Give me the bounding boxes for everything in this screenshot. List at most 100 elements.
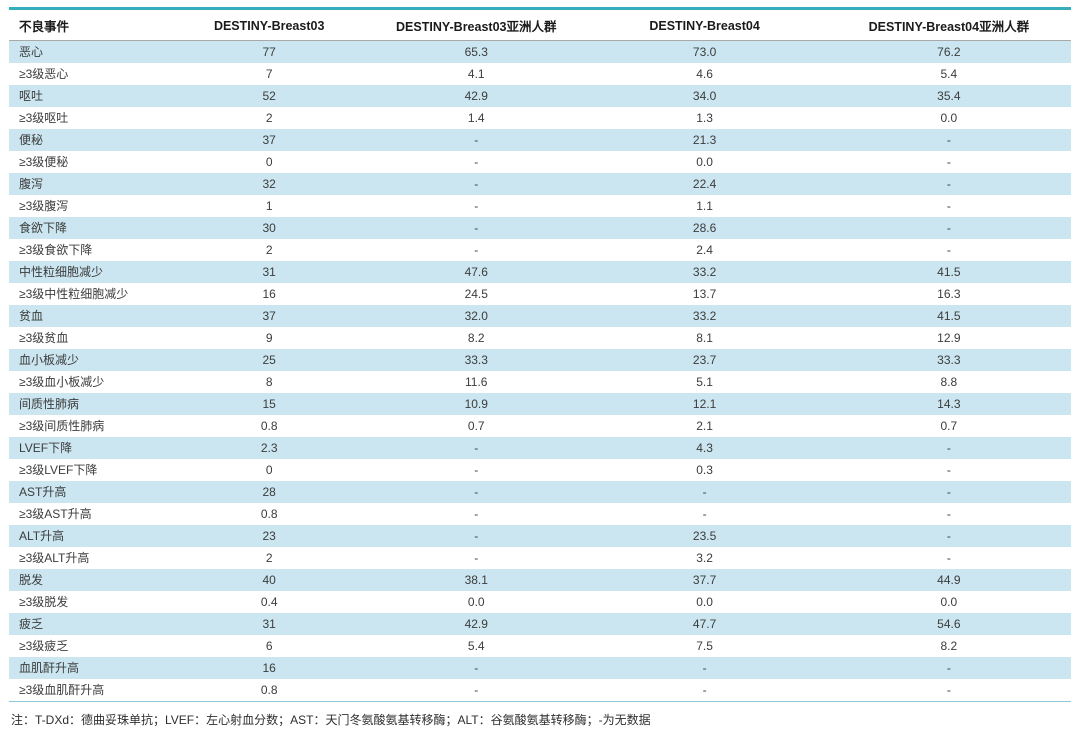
adverse-event-cell: 间质性肺病 xyxy=(9,393,169,415)
value-cell: 1.3 xyxy=(696,111,713,125)
value-cell: 25 xyxy=(168,349,371,371)
value-cell: - xyxy=(474,507,479,521)
adverse-event-cell: ≥3级呕吐 xyxy=(19,111,69,125)
value-cell: 0.8 xyxy=(260,507,278,521)
value-cell: 16.3 xyxy=(937,287,961,301)
value-cell: - xyxy=(826,173,1071,195)
value-cell: 9 xyxy=(265,331,273,345)
table-row: ≥3级血小板减少 8 11.6 5.1 8.8 xyxy=(9,371,1071,393)
value-cell: 2.4 xyxy=(696,243,713,257)
adverse-event-cell: 便秘 xyxy=(9,129,169,151)
value-cell: 10.9 xyxy=(370,393,583,415)
value-cell: - xyxy=(946,199,951,213)
value-cell: 8.8 xyxy=(940,375,958,389)
value-cell: - xyxy=(582,481,827,503)
adverse-event-cell: LVEF下降 xyxy=(9,437,169,459)
value-cell: 52 xyxy=(168,85,371,107)
value-cell: 33.3 xyxy=(826,349,1071,371)
value-cell: 0.0 xyxy=(940,111,958,125)
table-row: ≥3级AST升高 0.8 - - - xyxy=(9,503,1071,525)
adverse-event-cell: ALT升高 xyxy=(9,525,169,547)
value-cell: 7 xyxy=(265,67,273,81)
value-cell: 0.7 xyxy=(940,419,958,433)
value-cell: 0.7 xyxy=(467,419,485,433)
table-row: ≥3级疲乏 6 5.4 7.5 8.2 xyxy=(9,635,1071,657)
table-row: LVEF下降 2.3-4.3- xyxy=(9,437,1071,459)
value-cell: 1.4 xyxy=(467,111,485,125)
value-cell: 8.2 xyxy=(467,331,485,345)
adverse-event-cell: ≥3级中性粒细胞减少 xyxy=(19,287,129,301)
value-cell: - xyxy=(702,507,707,521)
value-cell: 77 xyxy=(168,40,371,63)
value-cell: - xyxy=(582,657,827,679)
table-row: ≥3级间质性肺病 0.8 0.7 2.1 0.7 xyxy=(9,415,1071,437)
column-header: DESTINY-Breast04亚洲人群 xyxy=(826,8,1071,41)
value-cell: - xyxy=(826,437,1071,459)
column-header-adverse-event: 不良事件 xyxy=(9,8,169,41)
table-row: 恶心 77 65.3 73.0 76.2 xyxy=(9,40,1071,63)
value-cell: 2 xyxy=(265,551,273,565)
value-cell: 5.4 xyxy=(940,67,958,81)
value-cell: 65.3 xyxy=(370,40,583,63)
value-cell: 22.4 xyxy=(582,173,827,195)
table-row: ≥3级LVEF下降 0 - 0.3 - xyxy=(9,459,1071,481)
adverse-event-cell: 贫血 xyxy=(9,305,169,327)
value-cell: - xyxy=(370,217,583,239)
adverse-event-cell: ≥3级贫血 xyxy=(19,331,69,345)
value-cell: - xyxy=(702,683,707,697)
value-cell: 23 xyxy=(168,525,371,547)
value-cell: 41.5 xyxy=(826,261,1071,283)
adverse-event-cell: 食欲下降 xyxy=(9,217,169,239)
value-cell: - xyxy=(946,463,951,477)
value-cell: - xyxy=(370,173,583,195)
adverse-event-cell: ≥3级AST升高 xyxy=(19,507,92,521)
value-cell: 12.1 xyxy=(582,393,827,415)
footnote: 注：T-DXd：德曲妥珠单抗；LVEF：左心射血分数；AST：天门冬氨酸氨基转移… xyxy=(11,713,651,727)
value-cell: 2.1 xyxy=(696,419,713,433)
adverse-event-cell: ≥3级间质性肺病 xyxy=(19,419,105,433)
table-row: 便秘 37-21.3- xyxy=(9,129,1071,151)
adverse-event-cell: ≥3级腹泻 xyxy=(19,199,69,213)
table-row: ≥3级ALT升高 2 - 3.2 - xyxy=(9,547,1071,569)
value-cell: - xyxy=(826,129,1071,151)
column-header: DESTINY-Breast03亚洲人群 xyxy=(370,8,583,41)
table-row: 血肌酐升高 16- - - xyxy=(9,657,1071,679)
value-cell: 6 xyxy=(265,639,273,653)
table-row: ALT升高 23-23.5- xyxy=(9,525,1071,547)
value-cell: 38.1 xyxy=(370,569,583,591)
value-cell: 37.7 xyxy=(582,569,827,591)
value-cell: 0.4 xyxy=(260,595,278,609)
value-cell: 33.2 xyxy=(582,305,827,327)
value-cell: 32.0 xyxy=(370,305,583,327)
adverse-event-cell: 中性粒细胞减少 xyxy=(9,261,169,283)
adverse-event-cell: 腹泻 xyxy=(9,173,169,195)
value-cell: - xyxy=(474,463,479,477)
value-cell: - xyxy=(826,525,1071,547)
value-cell: - xyxy=(946,507,951,521)
value-cell: - xyxy=(946,683,951,697)
value-cell: 16 xyxy=(168,657,371,679)
value-cell: 24.5 xyxy=(464,287,488,301)
table-row: ≥3级中性粒细胞减少 16 24.5 13.7 16.3 xyxy=(9,283,1071,305)
table-row: ≥3级便秘 0 - 0.0 - xyxy=(9,151,1071,173)
value-cell: 4.3 xyxy=(582,437,827,459)
value-cell: 47.6 xyxy=(370,261,583,283)
adverse-event-cell: ≥3级便秘 xyxy=(19,155,69,169)
adverse-event-cell: 呕吐 xyxy=(9,85,169,107)
adverse-event-cell: ≥3级脱发 xyxy=(19,595,69,609)
adverse-event-cell: ≥3级ALT升高 xyxy=(19,551,90,565)
value-cell: 37 xyxy=(168,305,371,327)
value-cell: 0.8 xyxy=(260,683,278,697)
table-row: 贫血 37 32.0 33.2 41.5 xyxy=(9,305,1071,327)
value-cell: 14.3 xyxy=(826,393,1071,415)
value-cell: 4.6 xyxy=(696,67,713,81)
adverse-event-cell: 脱发 xyxy=(9,569,169,591)
value-cell: 33.3 xyxy=(370,349,583,371)
table-row: 呕吐 52 42.9 34.0 35.4 xyxy=(9,85,1071,107)
adverse-events-table: 不良事件 DESTINY-Breast03 DESTINY-Breast03亚洲人群… xyxy=(9,7,1071,702)
value-cell: 0.3 xyxy=(696,463,713,477)
table-row: 食欲下降 30-28.6- xyxy=(9,217,1071,239)
value-cell: - xyxy=(946,551,951,565)
table-row: 间质性肺病 15 10.9 12.1 14.3 xyxy=(9,393,1071,415)
value-cell: 54.6 xyxy=(826,613,1071,635)
